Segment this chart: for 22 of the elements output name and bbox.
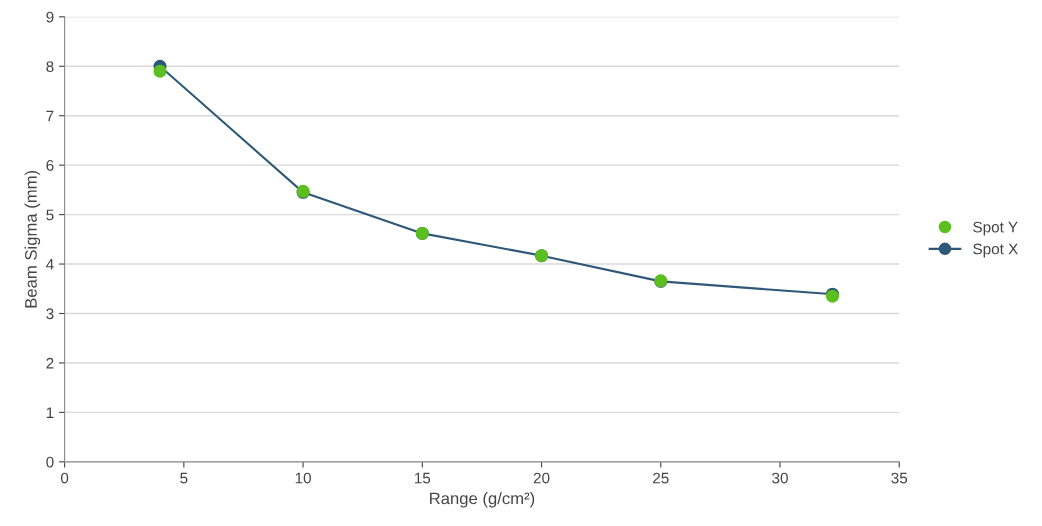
y-tick-label: 9 — [46, 11, 54, 23]
x-tick-label: 35 — [891, 472, 908, 484]
x-tick-label: 10 — [295, 472, 311, 484]
y-tick-label: 5 — [46, 209, 54, 221]
y-tick-label: 8 — [46, 61, 54, 72]
x-axis-title: Range (g/cm²) — [430, 492, 535, 508]
legend-label: Spot Y — [973, 221, 1018, 236]
y-tick-label: 6 — [46, 160, 54, 171]
y-tick-label: 0 — [46, 456, 54, 468]
y-tick-label: 3 — [46, 308, 54, 320]
x-tick-label: 5 — [180, 472, 188, 484]
y-tick-label: 7 — [46, 110, 54, 122]
y-tick-label: 2 — [46, 357, 54, 369]
y-tick-label: 1 — [46, 407, 54, 418]
x-tick-label: 15 — [414, 472, 431, 484]
x-tick-label: 25 — [653, 472, 669, 484]
y-axis-title: Beam Sigma (mm) — [24, 170, 41, 308]
x-tick-label: 20 — [533, 472, 550, 484]
x-tick-label: 0 — [60, 472, 69, 484]
x-tick-label: 30 — [772, 472, 788, 484]
legend-label: Spot X — [973, 243, 1019, 258]
y-tick-label: 4 — [46, 259, 54, 270]
